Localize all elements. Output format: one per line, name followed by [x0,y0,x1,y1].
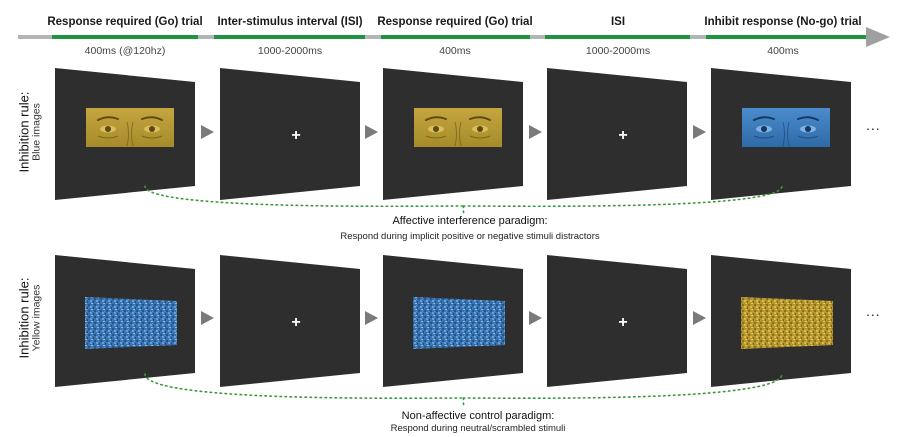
row-2-rule-detail: Yellow images [30,284,43,352]
timeline-segment-10 [706,35,868,39]
row-1-inhibition-rule: Inhibition rule: Blue images [16,72,43,192]
row-1-screen-3-face-left-pupil [433,126,439,132]
row-1-screen-3-face-right-brow [469,116,491,121]
row-1-screen-1 [55,68,195,200]
row-2-rule-label: Inhibition rule: [16,277,32,359]
row-1-screen-3 [383,68,523,200]
row-1-arrow-2 [365,125,378,139]
row-1-screen-5 [711,68,851,200]
row-1-screen-1-face-eye-creases [97,135,163,139]
phase-4-title: ISI [610,16,626,28]
phase-1-title: Response required (Go) trial [47,16,203,28]
row-2-ellipsis: ... [866,303,881,319]
row-1-screen-4: + [547,68,687,200]
row-1-screen-1-face-right-brow [141,116,163,121]
row-1-screen-1-face [86,108,174,147]
row-2-screen-3-scrambled-image [413,297,505,349]
sequence-connectors [201,125,706,325]
row-2-arrow-2 [365,311,378,325]
timeline-segment-7 [530,35,545,39]
timeline-segment-4 [214,35,365,39]
row-1-screen-5-face-left-brow [753,116,775,121]
row-1-screen-3-face-image [414,108,502,147]
row-2-paradigm-title: Non-affective control paradigm: [401,410,555,422]
row-2-screen-1 [55,255,195,387]
timeline-segment-3 [198,35,214,39]
row-1-screen-2-panel [220,68,360,200]
row-1-screen-3-face [414,108,502,147]
row-2-screen-4-panel [547,255,687,387]
row-2-screen-4: + [547,255,687,387]
row-1-screen-1-face-nose-bridge [126,121,134,147]
row-1-screen-5-face-right-brow [797,116,819,121]
row-1-screen-5-face [742,108,830,147]
row-1-screen-2-fixation-cross: + [291,127,300,144]
row-1-screen-3-face-eye-creases [425,135,491,139]
row-2-screen-2: + [220,255,360,387]
row-1-screen-5-face-nose-bridge [782,121,790,147]
row-2-screen-5 [711,255,851,387]
timeline-segment-1 [18,35,52,39]
row-2-arrow-1 [201,311,214,325]
stimulus-screens: + + + + [55,68,851,387]
row-1-rule-detail: Blue images [30,103,43,161]
row-1-screen-2: + [220,68,360,200]
phase-2-duration: 1000-2000ms [257,45,323,57]
row-2-arrow-3 [529,311,542,325]
phase-5-title: Inhibit response (No-go) trial [704,16,862,28]
row-2-inhibition-rule: Inhibition rule: Yellow images [16,258,43,378]
row-1-screen-5-face-left-pupil [761,126,767,132]
timeline-arrowhead [866,27,890,47]
row-2-screen-2-panel [220,255,360,387]
row-1-screen-1-face-left-brow [97,116,119,121]
row-2-screen-2-fixation-cross: + [291,314,300,331]
timeline-bar [18,27,890,47]
phase-2-title: Inter-stimulus interval (ISI) [217,16,363,28]
row-1-screen-3-face-nose-bridge [454,121,462,147]
phase-1-duration: 400ms (@120hz) [84,45,166,57]
row-1-rule-label: Inhibition rule: [16,91,32,173]
phase-3-duration: 400ms [439,45,471,57]
timeline-segment-5 [365,35,381,39]
row-1-screen-1-face-right-pupil [149,126,155,132]
row-1-screen-4-panel [547,68,687,200]
row-1-arrow-1 [201,125,214,139]
row-1-screen-3-face-right-pupil [477,126,483,132]
row-1-screen-1-face-image [86,108,174,147]
row-1-screen-5-face-image [742,108,830,147]
timeline-segment-2 [52,35,198,39]
row-1-screen-1-face-left-pupil [105,126,111,132]
row-2-screen-1-scrambled-image [85,297,177,349]
timeline-segment-6 [381,35,530,39]
row-2-screen-4-fixation-cross: + [618,314,627,331]
timeline-segment-8 [545,35,690,39]
phase-4-duration: 1000-2000ms [585,45,651,57]
row-2-paradigm-description: Respond during neutral/scrambled stimuli [390,423,566,434]
row-1-screen-4-fixation-cross: + [618,127,627,144]
paradigm-brackets [144,185,783,409]
row-1-screen-5-face-eye-creases [753,135,819,139]
row-1-arrow-3 [529,125,542,139]
row-1-paradigm-title: Affective interference paradigm: [392,215,548,227]
phase-5-duration: 400ms [767,45,799,57]
row-1-screen-3-face-left-brow [425,116,447,121]
row-2-screen-3 [383,255,523,387]
row-1-paradigm-bracket [144,185,783,217]
row-1-screen-5-face-right-pupil [805,126,811,132]
row-1-arrow-4 [693,125,706,139]
row-2-screen-5-scrambled-image [741,297,833,349]
row-2-arrow-4 [693,311,706,325]
phase-3-title: Response required (Go) trial [377,16,533,28]
timeline-segment-9 [690,35,706,39]
row-1-paradigm-description: Respond during implicit positive or nega… [340,231,600,242]
row-1-ellipsis: ... [866,117,881,133]
row-2-paradigm-bracket [144,373,783,409]
